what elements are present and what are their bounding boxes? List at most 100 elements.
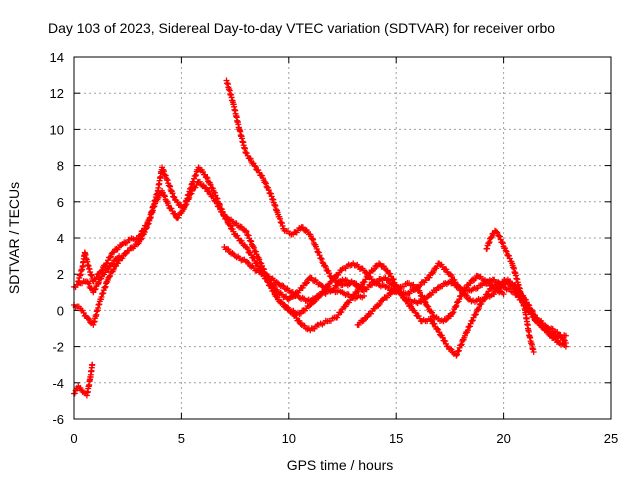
data-point-interp [454,351,461,358]
data-point-interp [243,150,250,157]
data-point-interp [276,290,283,297]
data-point-interp [84,315,91,322]
y-tick-label: 6 [57,195,64,210]
data-point-interp [390,276,397,283]
data-point-interp [229,249,236,256]
data-point-interp [448,346,455,353]
tick-labels: 0 5 10 15 20 25 -6 -4 -2 0 2 4 6 8 10 12 14 [50,50,619,446]
data-point-interp [326,270,333,277]
x-tick-label: 25 [604,431,618,446]
data-point-interp [247,155,254,162]
y-tick-label: 12 [50,86,64,101]
data-point-interp [226,217,233,224]
data-point-interp [98,267,105,274]
data-point-interp [429,270,436,277]
data-point-interp [304,279,311,286]
data-point-interp [419,293,426,300]
data-point [376,260,383,267]
data-point-interp [267,190,274,197]
data-point-interp [80,309,87,316]
data-point-interp [472,311,479,318]
data-point-interp [299,224,306,231]
data-point [562,343,569,350]
data-point-interp [252,163,259,170]
data-point-interp [493,228,500,235]
data-point [242,227,249,234]
data-point [360,287,367,294]
data-point-interp [450,309,457,316]
y-tick-label: 0 [57,303,64,318]
data-point-interp [318,255,325,262]
data-point-interp [447,345,454,352]
data-point-interp [104,259,111,266]
data-point-interp [302,280,309,287]
data-point-interp [225,246,232,253]
data-point [360,292,367,299]
data-point-interp [110,249,117,256]
data-point-interp [497,233,504,240]
y-axis-label: SDTVAR / TECUs [6,182,22,294]
data-point-interp [107,253,114,260]
data-point-interp [318,255,325,262]
data-point-interp [511,283,518,290]
data-point-interp [265,187,272,194]
data-point-interp [280,283,287,290]
y-tick-label: 14 [50,50,64,65]
data-point-interp [161,193,168,200]
x-tick-label: 0 [70,431,77,446]
satellite-track-1 [71,361,96,399]
data-point-interp [447,271,454,278]
data-point-interp [442,338,449,345]
data-point-interp [309,235,316,242]
data-point-interp [71,390,78,397]
data-point-interp [542,326,549,333]
data-point-interp [106,273,113,280]
data-point-interp [467,280,474,287]
data-point-interp [499,240,506,247]
data-point-interp [268,276,275,283]
data-point-interp [433,287,440,294]
data-point-interp [126,247,133,254]
data-point-interp [490,284,497,291]
data-point-interp [364,274,371,281]
x-tick-label: 5 [178,431,185,446]
data-point-interp [342,303,349,310]
data-point-interp [526,306,533,313]
data-point-interp [95,281,102,288]
data-point-interp [380,263,387,270]
satellite-track-3 [75,164,367,303]
data-point-interp [251,247,258,254]
data-point-interp [319,259,326,266]
data-point-interp [439,334,446,341]
data-point-interp [304,326,311,333]
data-point-interp [360,317,367,324]
data-point-interp [207,181,214,188]
data-point-interp [338,308,345,315]
data-point [453,352,460,359]
data-point-interp [240,226,247,233]
data-point-interp [384,276,391,283]
data-point-interp [412,309,419,316]
data-point-interp [376,301,383,308]
data-point-interp [455,347,462,354]
y-tick-label: 8 [57,159,64,174]
data-point-interp [244,259,251,266]
data-point-interp [250,264,257,271]
data-point-interp [462,287,469,294]
data-point-interp [297,310,304,317]
data-point [89,361,96,368]
data-point-interp [403,298,410,305]
data-point-interp [361,279,368,286]
data-point-interp [457,342,464,349]
data-point-interp [453,302,460,309]
x-tick-label: 10 [282,431,296,446]
data-point-interp [161,192,168,199]
data-point [116,253,123,260]
data-point-interp [204,175,211,182]
data-point-interp [175,214,182,221]
data-point-interp [85,280,92,287]
data-point-interp [243,228,250,235]
data-point-interp [311,278,318,285]
data-point-interp [425,303,432,310]
